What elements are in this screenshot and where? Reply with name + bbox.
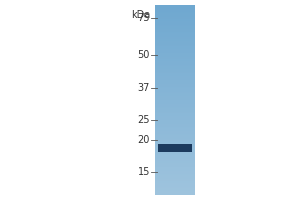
Text: 75: 75 [137, 13, 150, 23]
Text: 15: 15 [138, 167, 150, 177]
Text: 20: 20 [138, 135, 150, 145]
Bar [158, 144, 192, 152]
Text: kDa: kDa [131, 10, 150, 20]
Text: 25: 25 [137, 115, 150, 125]
Text: 37: 37 [138, 83, 150, 93]
Text: 50: 50 [138, 50, 150, 60]
